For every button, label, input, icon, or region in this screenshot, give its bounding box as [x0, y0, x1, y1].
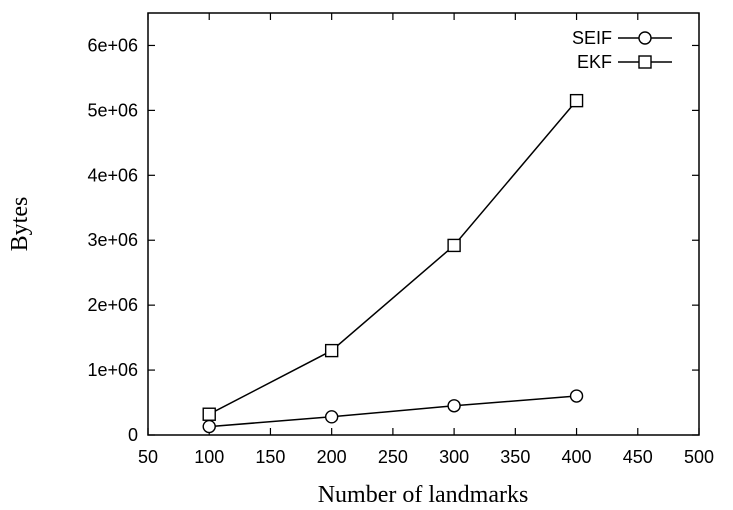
x-tick-label: 300 — [439, 447, 469, 467]
series-layer — [202, 93, 584, 434]
y-tick-label: 2e+06 — [87, 295, 138, 315]
data-point-ekf — [569, 93, 584, 108]
x-tick-label: 250 — [378, 447, 408, 467]
legend-marker-seif — [638, 31, 652, 45]
x-tick-label: 500 — [684, 447, 714, 467]
x-axis-title: Number of landmarks — [318, 482, 529, 508]
data-point-seif — [324, 410, 339, 424]
y-axis-ticks: 0 1e+06 2e+06 3e+06 4e+06 5e+06 6e+06 — [87, 35, 699, 445]
data-point-seif — [202, 419, 216, 434]
y-tick-label: 0 — [128, 425, 138, 445]
series-line-ekf — [208, 100, 578, 415]
legend-label-seif: SEIF — [572, 28, 612, 48]
x-axis-ticks: 50 100 150 200 250 300 350 400 450 500 — [138, 13, 714, 467]
data-point-seif — [569, 389, 584, 403]
series-line-seif — [209, 395, 577, 428]
legend: SEIF EKF — [572, 28, 672, 72]
y-axis-title: Bytes — [7, 197, 33, 252]
plot-frame — [147, 12, 700, 436]
legend-item-ekf: EKF — [577, 52, 672, 72]
data-point-ekf — [202, 407, 216, 421]
legend-item-seif: SEIF — [572, 28, 672, 48]
series-seif — [202, 389, 584, 434]
x-tick-label: 400 — [562, 447, 592, 467]
y-tick-label: 5e+06 — [87, 100, 138, 120]
y-tick-label: 3e+06 — [87, 230, 138, 250]
data-point-ekf — [447, 238, 461, 253]
x-tick-label: 150 — [255, 447, 285, 467]
data-point-ekf — [324, 343, 339, 358]
data-point-seif — [447, 399, 461, 413]
y-tick-label: 4e+06 — [87, 165, 138, 185]
x-tick-label: 100 — [194, 447, 224, 467]
y-tick-label: 1e+06 — [87, 360, 138, 380]
x-tick-label: 50 — [138, 447, 158, 467]
legend-label-ekf: EKF — [577, 52, 612, 72]
x-tick-label: 200 — [317, 447, 347, 467]
legend-marker-ekf — [638, 55, 652, 69]
x-tick-label: 350 — [500, 447, 530, 467]
series-ekf — [202, 93, 584, 421]
x-tick-label: 450 — [623, 447, 653, 467]
y-tick-label: 6e+06 — [87, 35, 138, 55]
